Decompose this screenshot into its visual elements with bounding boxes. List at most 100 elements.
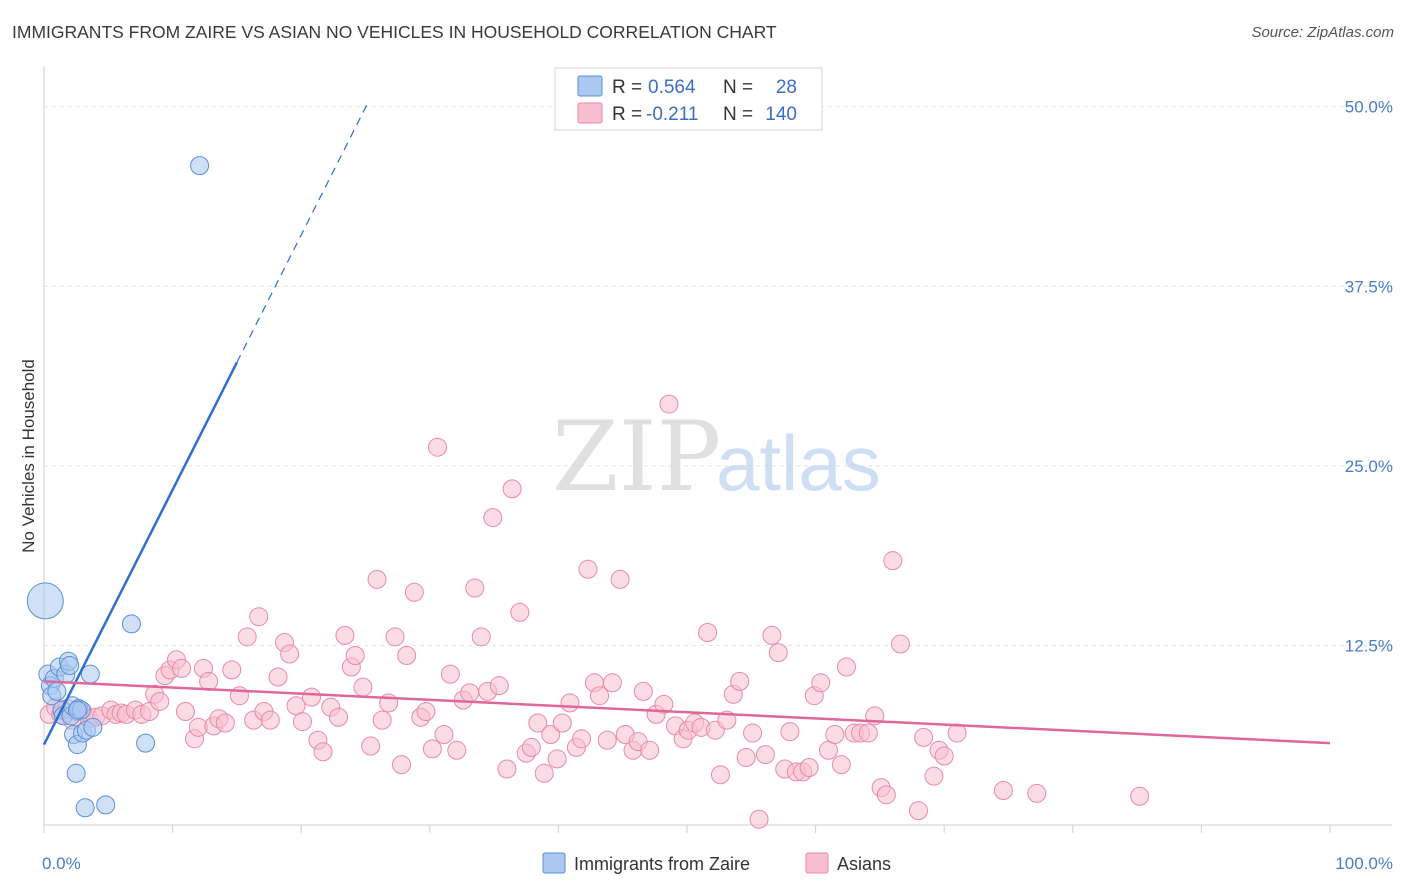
legend-r-value-asians: -0.211 (646, 104, 698, 125)
series-legend: Immigrants from Zaire Asians (542, 852, 891, 874)
zaire-point-15 (66, 763, 86, 783)
y-tick-label-2: 37.5% (1345, 277, 1393, 296)
zaire-trend-line (42, 361, 239, 746)
legend-n-value-asians: 140 (765, 104, 797, 125)
asians-point-23 (175, 702, 195, 722)
asians-point-135 (883, 551, 903, 571)
asians-point-86 (572, 729, 592, 749)
asians-point-64 (434, 724, 454, 744)
asians-point-70 (471, 627, 491, 647)
asians-point-131 (858, 723, 878, 743)
legend-r-label-asians: R = (612, 104, 642, 125)
legend-r-value-zaire: 0.564 (648, 77, 696, 98)
asians-point-51 (353, 677, 373, 697)
asians-point-125 (818, 740, 838, 760)
asians-point-54 (372, 710, 392, 730)
asians-point-91 (602, 673, 622, 693)
legend-n-value-zaire: 28 (776, 77, 797, 98)
asians-point-38 (268, 667, 288, 687)
asians-point-138 (914, 727, 934, 747)
asians-point-106 (698, 623, 718, 643)
asians-point-43 (301, 687, 321, 707)
asians-point-126 (825, 724, 845, 744)
asians-point-136 (890, 634, 910, 654)
asians-point-40 (280, 644, 300, 664)
asians-point-68 (460, 683, 480, 703)
asians-point-128 (836, 657, 856, 677)
asians-point-96 (633, 681, 653, 701)
asians-point-50 (345, 645, 365, 665)
asians-point-141 (934, 746, 954, 766)
asians-point-48 (335, 625, 355, 645)
asians-point-58 (397, 645, 417, 665)
asians-point-22 (172, 658, 192, 678)
x-tick-label-1: 100.0% (1335, 854, 1393, 873)
legend-swatch-zaire (577, 75, 603, 97)
tick-labels: 12.5% 25.0% 37.5% 50.0% 0.0% 100.0% (42, 98, 1393, 873)
y-tick-label-0: 12.5% (1345, 636, 1393, 655)
bottom-legend-swatch-zaire (542, 852, 566, 874)
bottom-legend-swatch-asians (805, 852, 829, 874)
bottom-legend-label-asians: Asians (837, 854, 891, 874)
asians-point-30 (215, 713, 235, 733)
zaire-point-11 (60, 656, 80, 676)
asians-trend-line (43, 680, 1331, 745)
watermark-zip: ZIP (552, 401, 721, 513)
asians-point-119 (780, 722, 800, 742)
asians-points (39, 394, 1150, 829)
asians-point-47 (328, 707, 348, 727)
y-axis-label: No Vehicles in Household (19, 359, 38, 553)
zaire-point-5 (47, 681, 67, 701)
asians-point-18 (150, 691, 170, 711)
asians-point-35 (249, 607, 269, 627)
asians-point-117 (768, 643, 788, 663)
zaire-points (26, 156, 210, 818)
asians-point-75 (502, 479, 522, 499)
asians-point-100 (659, 394, 679, 414)
zaire-point-0 (26, 582, 64, 620)
asians-point-84 (560, 693, 580, 713)
asians-point-89 (590, 686, 610, 706)
trend-lines (42, 102, 1331, 746)
asians-point-66 (447, 740, 467, 760)
asians-point-65 (440, 664, 460, 684)
asians-point-143 (993, 781, 1013, 801)
asians-point-113 (743, 723, 763, 743)
asians-point-76 (510, 602, 530, 622)
watermark: ZIP atlas (552, 401, 881, 513)
asians-point-127 (831, 755, 851, 775)
bottom-legend-label-zaire: Immigrants from Zaire (574, 854, 750, 874)
asians-point-33 (237, 627, 257, 647)
zaire-point-25 (136, 733, 156, 753)
legend-n-label-zaire: N = (723, 77, 753, 98)
zaire-trend-extension (236, 102, 369, 363)
legend-r-label-zaire: R = (612, 77, 642, 98)
asians-point-115 (755, 745, 775, 765)
asians-point-116 (762, 625, 782, 645)
asians-point-69 (465, 578, 485, 598)
y-tick-label-1: 25.0% (1345, 457, 1393, 476)
asians-point-97 (640, 740, 660, 760)
asians-point-59 (404, 582, 424, 602)
asians-point-137 (908, 801, 928, 821)
chart-title: IMMIGRANTS FROM ZAIRE VS ASIAN NO VEHICL… (12, 22, 777, 42)
asians-point-45 (313, 742, 333, 762)
asians-point-83 (552, 713, 572, 733)
asians-point-57 (392, 755, 412, 775)
x-tick-label-0: 0.0% (42, 854, 81, 873)
zaire-point-22 (83, 717, 103, 737)
asians-point-142 (947, 723, 967, 743)
asians-point-109 (717, 710, 737, 730)
asians-point-72 (483, 508, 503, 528)
asians-point-112 (736, 747, 756, 767)
asians-point-81 (541, 724, 561, 744)
asians-point-87 (578, 559, 598, 579)
zaire-point-26 (75, 798, 95, 818)
asians-point-90 (597, 730, 617, 750)
asians-point-111 (730, 671, 750, 691)
asians-point-63 (428, 437, 448, 457)
watermark-atlas: atlas (716, 419, 881, 507)
asians-point-134 (876, 785, 896, 805)
asians-point-53 (367, 569, 387, 589)
